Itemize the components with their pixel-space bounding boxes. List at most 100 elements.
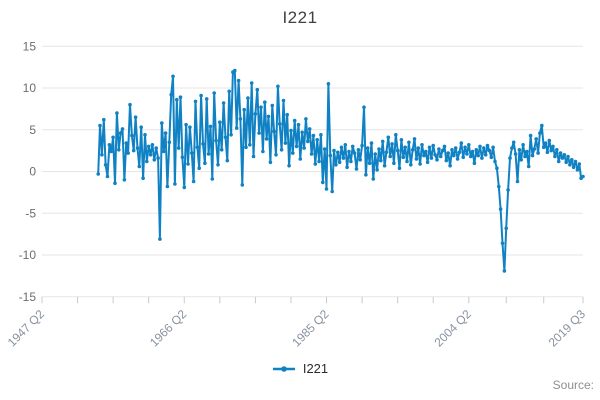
data-point [523, 154, 527, 159]
data-point [360, 143, 364, 148]
data-point [115, 111, 119, 115]
data-point [150, 143, 155, 147]
data-point [229, 133, 233, 137]
data-point [483, 153, 488, 157]
data-point [485, 143, 490, 148]
data-point [180, 155, 185, 160]
data-point [543, 141, 548, 145]
data-point [525, 149, 529, 154]
data-point [566, 154, 570, 159]
data-point [491, 145, 495, 150]
data-point [203, 161, 207, 165]
y-axis-tick-label: 15 [23, 39, 37, 53]
data-point [517, 148, 522, 152]
data-point [103, 163, 108, 167]
data-point [431, 143, 436, 148]
data-point [394, 133, 398, 137]
data-point [201, 142, 205, 146]
data-point [536, 151, 540, 155]
data-point [480, 156, 484, 160]
data-point [350, 144, 355, 149]
data-point [500, 241, 505, 246]
legend-item[interactable]: I221 [0, 361, 600, 376]
data-point [575, 168, 580, 172]
data-point [117, 148, 121, 152]
data-point [248, 143, 252, 147]
data-point [354, 167, 359, 171]
data-point [453, 146, 458, 150]
data-point [107, 143, 112, 147]
data-point [560, 156, 565, 160]
data-point [444, 158, 449, 163]
data-point [214, 138, 218, 143]
series-line [97, 69, 584, 272]
y-axis-tick-label: 5 [29, 123, 36, 137]
data-point [184, 122, 188, 127]
data-point [347, 149, 351, 154]
x-axis-tick-label: 1947 Q2 [5, 307, 48, 350]
data-point [519, 158, 523, 162]
data-point [373, 152, 378, 156]
data-point [145, 159, 149, 164]
data-point [277, 122, 282, 126]
data-point [212, 91, 216, 95]
data-point [326, 82, 331, 86]
y-axis-tick-label: -10 [19, 248, 37, 262]
data-point [528, 133, 533, 138]
data-point [474, 148, 479, 152]
data-point [534, 137, 538, 141]
data-point [128, 102, 132, 107]
data-point [341, 156, 346, 160]
data-point [120, 127, 125, 131]
data-point [425, 160, 430, 165]
data-point [156, 156, 160, 160]
data-point [161, 149, 166, 154]
data-point [367, 161, 372, 165]
y-axis-tick-label: 0 [29, 165, 36, 179]
data-point [309, 152, 314, 156]
y-axis-tick-label: -15 [19, 290, 37, 304]
data-point [424, 149, 428, 154]
line-chart: -15 -10 -5 0 5 10 15 1947 Q2 1966 Q2 1985 Q2 2004 … [5, 39, 589, 350]
data-point [568, 163, 572, 167]
data-point [457, 150, 462, 155]
data-point [435, 158, 439, 162]
data-point [377, 147, 381, 151]
data-point [298, 157, 303, 161]
x-axis-tick-label: 1985 Q2 [289, 307, 332, 350]
data-point [497, 184, 501, 189]
data-point [532, 147, 537, 151]
data-point [452, 153, 456, 158]
data-point [511, 140, 516, 145]
data-point [122, 178, 127, 182]
data-point [508, 156, 512, 160]
data-point [173, 182, 177, 186]
data-point [276, 84, 280, 89]
data-point [422, 153, 426, 158]
data-point [141, 176, 145, 180]
data-point [446, 151, 451, 155]
data-point [234, 126, 239, 130]
data-point [146, 144, 151, 149]
data-point [362, 105, 366, 109]
data-point [547, 138, 552, 143]
data-point [438, 154, 443, 159]
data-point [311, 133, 316, 138]
data-point [375, 168, 379, 172]
data-point [489, 155, 494, 160]
data-point [358, 158, 363, 162]
data-point [216, 163, 220, 167]
data-point [238, 117, 243, 121]
data-point [448, 163, 452, 168]
data-point [409, 163, 413, 167]
data-point [319, 133, 323, 137]
data-point [261, 149, 265, 154]
data-point [390, 142, 394, 146]
data-point [405, 159, 409, 164]
data-point [336, 150, 340, 155]
data-point [498, 207, 503, 211]
data-point [478, 144, 482, 149]
data-point [240, 183, 245, 187]
data-point [289, 128, 293, 133]
data-point [160, 121, 164, 125]
